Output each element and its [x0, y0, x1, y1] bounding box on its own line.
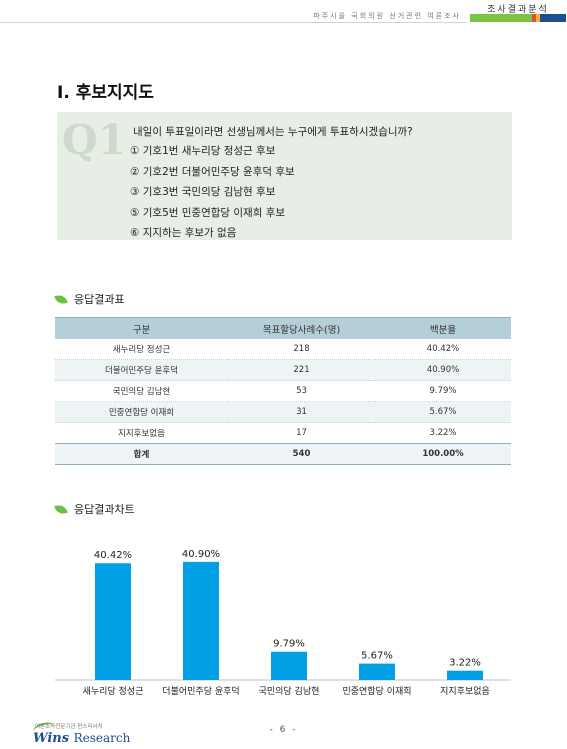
category-label: 새누리당 정성근 — [83, 686, 144, 697]
column-header: 목표할당사례수(명) — [228, 317, 375, 339]
table-cell: 218 — [228, 339, 375, 360]
leaf-icon — [54, 293, 68, 305]
data-label: 40.90% — [182, 549, 220, 560]
question-option: ② 기호2번 더불어민주당 윤후덕 후보 — [130, 165, 295, 178]
column-header: 백분율 — [375, 317, 511, 339]
question-option: ⑤ 기호5번 민중연합당 이재희 후보 — [130, 206, 286, 219]
data-label: 5.67% — [361, 651, 393, 662]
results-bar-chart: 40.42% 새누리당 정성근 40.90% 더불어민주당 윤후덕 9.79% 국민의당 … — [55, 549, 511, 697]
chart-bar — [183, 561, 219, 680]
logo-mark: Wins — [33, 731, 70, 746]
table-cell: 국민의당 김남현 — [55, 380, 228, 402]
table-cell: 221 — [228, 359, 375, 381]
table-cell: 합계 — [55, 443, 228, 465]
question-option: ③ 기호3번 국민의당 김남현 후보 — [130, 186, 276, 198]
data-label: 3.22% — [449, 658, 481, 669]
question-option: ⑥ 지지하는 후보가 없음 — [130, 227, 237, 239]
header-bar-blue — [540, 14, 566, 22]
question-text: 내일이 투표일이라면 선생님께서는 누구에게 투표하시겠습니까? — [133, 126, 413, 138]
logo-caption: 여론조사전문기관 윈스리서치 — [35, 724, 103, 730]
page-number: - 6 - — [269, 725, 298, 735]
chart-bar — [95, 563, 131, 680]
table-cell: 17 — [228, 422, 375, 444]
table-row: 국민의당 김남현 53 9.79% — [55, 380, 511, 402]
table-cell: 40.42% — [375, 339, 511, 360]
section-title: Ⅰ. 후보지지도 — [57, 83, 154, 103]
header-bar-red — [532, 14, 536, 22]
table-cell: 새누리당 정성근 — [55, 339, 228, 360]
table-section-heading: 응답결과표 — [54, 291, 125, 307]
category-label: 국민의당 김남현 — [259, 685, 320, 697]
table-cell: 53 — [228, 380, 375, 402]
question-options: ① 기호1번 새누리당 정성근 후보 ② 기호2번 더불어민주당 윤후덕 후보 … — [130, 141, 295, 244]
table-cell: 3.22% — [375, 422, 511, 444]
column-header: 구분 — [55, 317, 228, 339]
header-tag: 조사결과분석 — [487, 5, 549, 15]
question-number: Q1 — [62, 116, 127, 164]
chart-bar — [359, 663, 395, 680]
category-label: 민중연합당 이재희 — [342, 685, 411, 697]
table-row: 민중연합당 이재희 31 5.67% — [55, 401, 511, 423]
header-bar-green — [470, 14, 532, 22]
data-label: 9.79% — [273, 639, 305, 650]
table-cell: 지지후보없음 — [55, 422, 228, 444]
table-cell: 540 — [228, 443, 375, 465]
table-cell: 100.00% — [375, 443, 511, 465]
data-label: 40.42% — [94, 550, 132, 561]
category-label: 더불어민주당 윤후덕 — [162, 686, 239, 697]
chart-bar — [447, 670, 483, 680]
table-cell: 31 — [228, 401, 375, 423]
category-label: 지지후보없음 — [440, 686, 490, 697]
table-cell: 더불어민주당 윤후덕 — [55, 359, 228, 381]
table-cell: 40.90% — [375, 359, 511, 381]
question-option: ① 기호1번 새누리당 정성근 후보 — [130, 145, 276, 157]
table-cell: 민중연합당 이재희 — [55, 401, 228, 423]
table-cell: 5.67% — [375, 401, 511, 423]
header-color-bars — [470, 14, 566, 22]
header-subtitle: 파주시을 국회의원 선거관련 여론조사 — [313, 12, 461, 20]
company-logo: Wins Research — [33, 731, 130, 746]
chart-section-label: 응답결과차트 — [74, 503, 135, 516]
chart-bar — [271, 651, 307, 680]
table-header-row: 구분 목표할당사례수(명) 백분율 — [55, 317, 511, 339]
logo-suffix: Research — [73, 731, 131, 745]
results-table: 구분 목표할당사례수(명) 백분율 새누리당 정성근 218 40.42% 더불… — [55, 317, 511, 465]
header-rule — [0, 22, 467, 23]
table-row: 새누리당 정성근 218 40.42% — [55, 339, 511, 360]
table-section-label: 응답결과표 — [74, 293, 125, 306]
table-row: 지지후보없음 17 3.22% — [55, 422, 511, 444]
chart-section-heading: 응답결과차트 — [54, 501, 135, 517]
question-box — [57, 112, 512, 240]
header-bar-yellow — [536, 14, 540, 22]
table-total-row: 합계 540 100.00% — [55, 443, 511, 465]
leaf-icon — [54, 503, 68, 515]
table-row: 더불어민주당 윤후덕 221 40.90% — [55, 359, 511, 381]
table-cell: 9.79% — [375, 380, 511, 402]
